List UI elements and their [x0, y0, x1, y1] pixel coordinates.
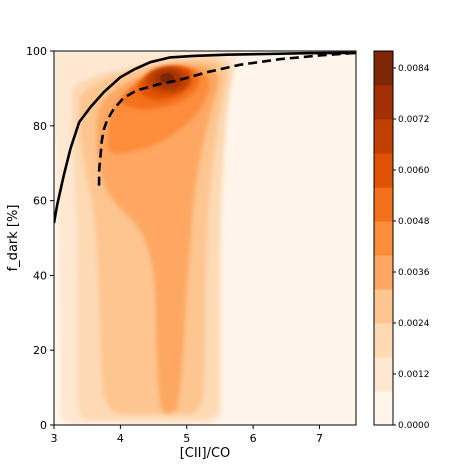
curve-solid — [54, 51, 356, 224]
x-tick-label: 7 — [316, 432, 323, 445]
colorbar-band — [374, 391, 393, 426]
y-axis-label: f_dark [%] — [6, 205, 21, 272]
colorbar-band — [374, 187, 393, 222]
colorbar-bands — [374, 51, 393, 426]
colorbar-tick-label: 0.0060 — [398, 166, 430, 176]
colorbar-tick-label: 0.0036 — [398, 268, 430, 278]
x-axis: 3 4 5 6 7 — [51, 425, 323, 445]
plot-area — [53, 50, 357, 426]
colorbar-tick-label: 0.0048 — [398, 217, 430, 227]
x-axis-label: [CII]/CO — [180, 446, 231, 461]
colorbar-tick-label: 0.0084 — [398, 64, 430, 74]
curves-layer — [54, 51, 356, 224]
colorbar-tick-label: 0.0024 — [398, 319, 430, 329]
y-tick-label: 40 — [33, 269, 47, 282]
colorbar-band — [374, 85, 393, 120]
y-tick-label: 0 — [40, 419, 47, 432]
x-tick-label: 6 — [250, 432, 257, 445]
colorbar-band — [374, 323, 393, 358]
colorbar-band — [374, 289, 393, 324]
plot-frame — [53, 50, 357, 426]
colorbar-tick-label: 0.0000 — [398, 421, 430, 431]
colorbar-ticks: 0.0000 0.0012 0.0024 0.0036 0.0048 0.0060 0.00… — [393, 64, 430, 431]
x-tick-label: 4 — [117, 432, 124, 445]
x-tick-label: 3 — [51, 432, 58, 445]
y-axis: 0 20 40 60 80 100 — [26, 45, 54, 432]
y-tick-label: 80 — [33, 120, 47, 133]
density-contours — [54, 51, 240, 424]
x-tick-label: 5 — [183, 432, 190, 445]
curve-dashed — [97, 51, 356, 186]
colorbar-band — [374, 221, 393, 256]
colorbar-band — [374, 51, 393, 86]
colorbar-frame — [373, 50, 394, 426]
colorbar: 0.0000 0.0012 0.0024 0.0036 0.0048 0.0060 0.00… — [373, 50, 430, 431]
colorbar-tick-label: 0.0072 — [398, 115, 430, 125]
y-tick-label: 60 — [33, 195, 47, 208]
y-tick-label: 20 — [33, 344, 47, 357]
colorbar-tick-label: 0.0012 — [398, 370, 430, 380]
colorbar-band — [374, 357, 393, 392]
y-tick-label: 100 — [26, 45, 47, 58]
colorbar-band — [374, 119, 393, 154]
colorbar-band — [374, 255, 393, 290]
colorbar-band — [374, 153, 393, 188]
